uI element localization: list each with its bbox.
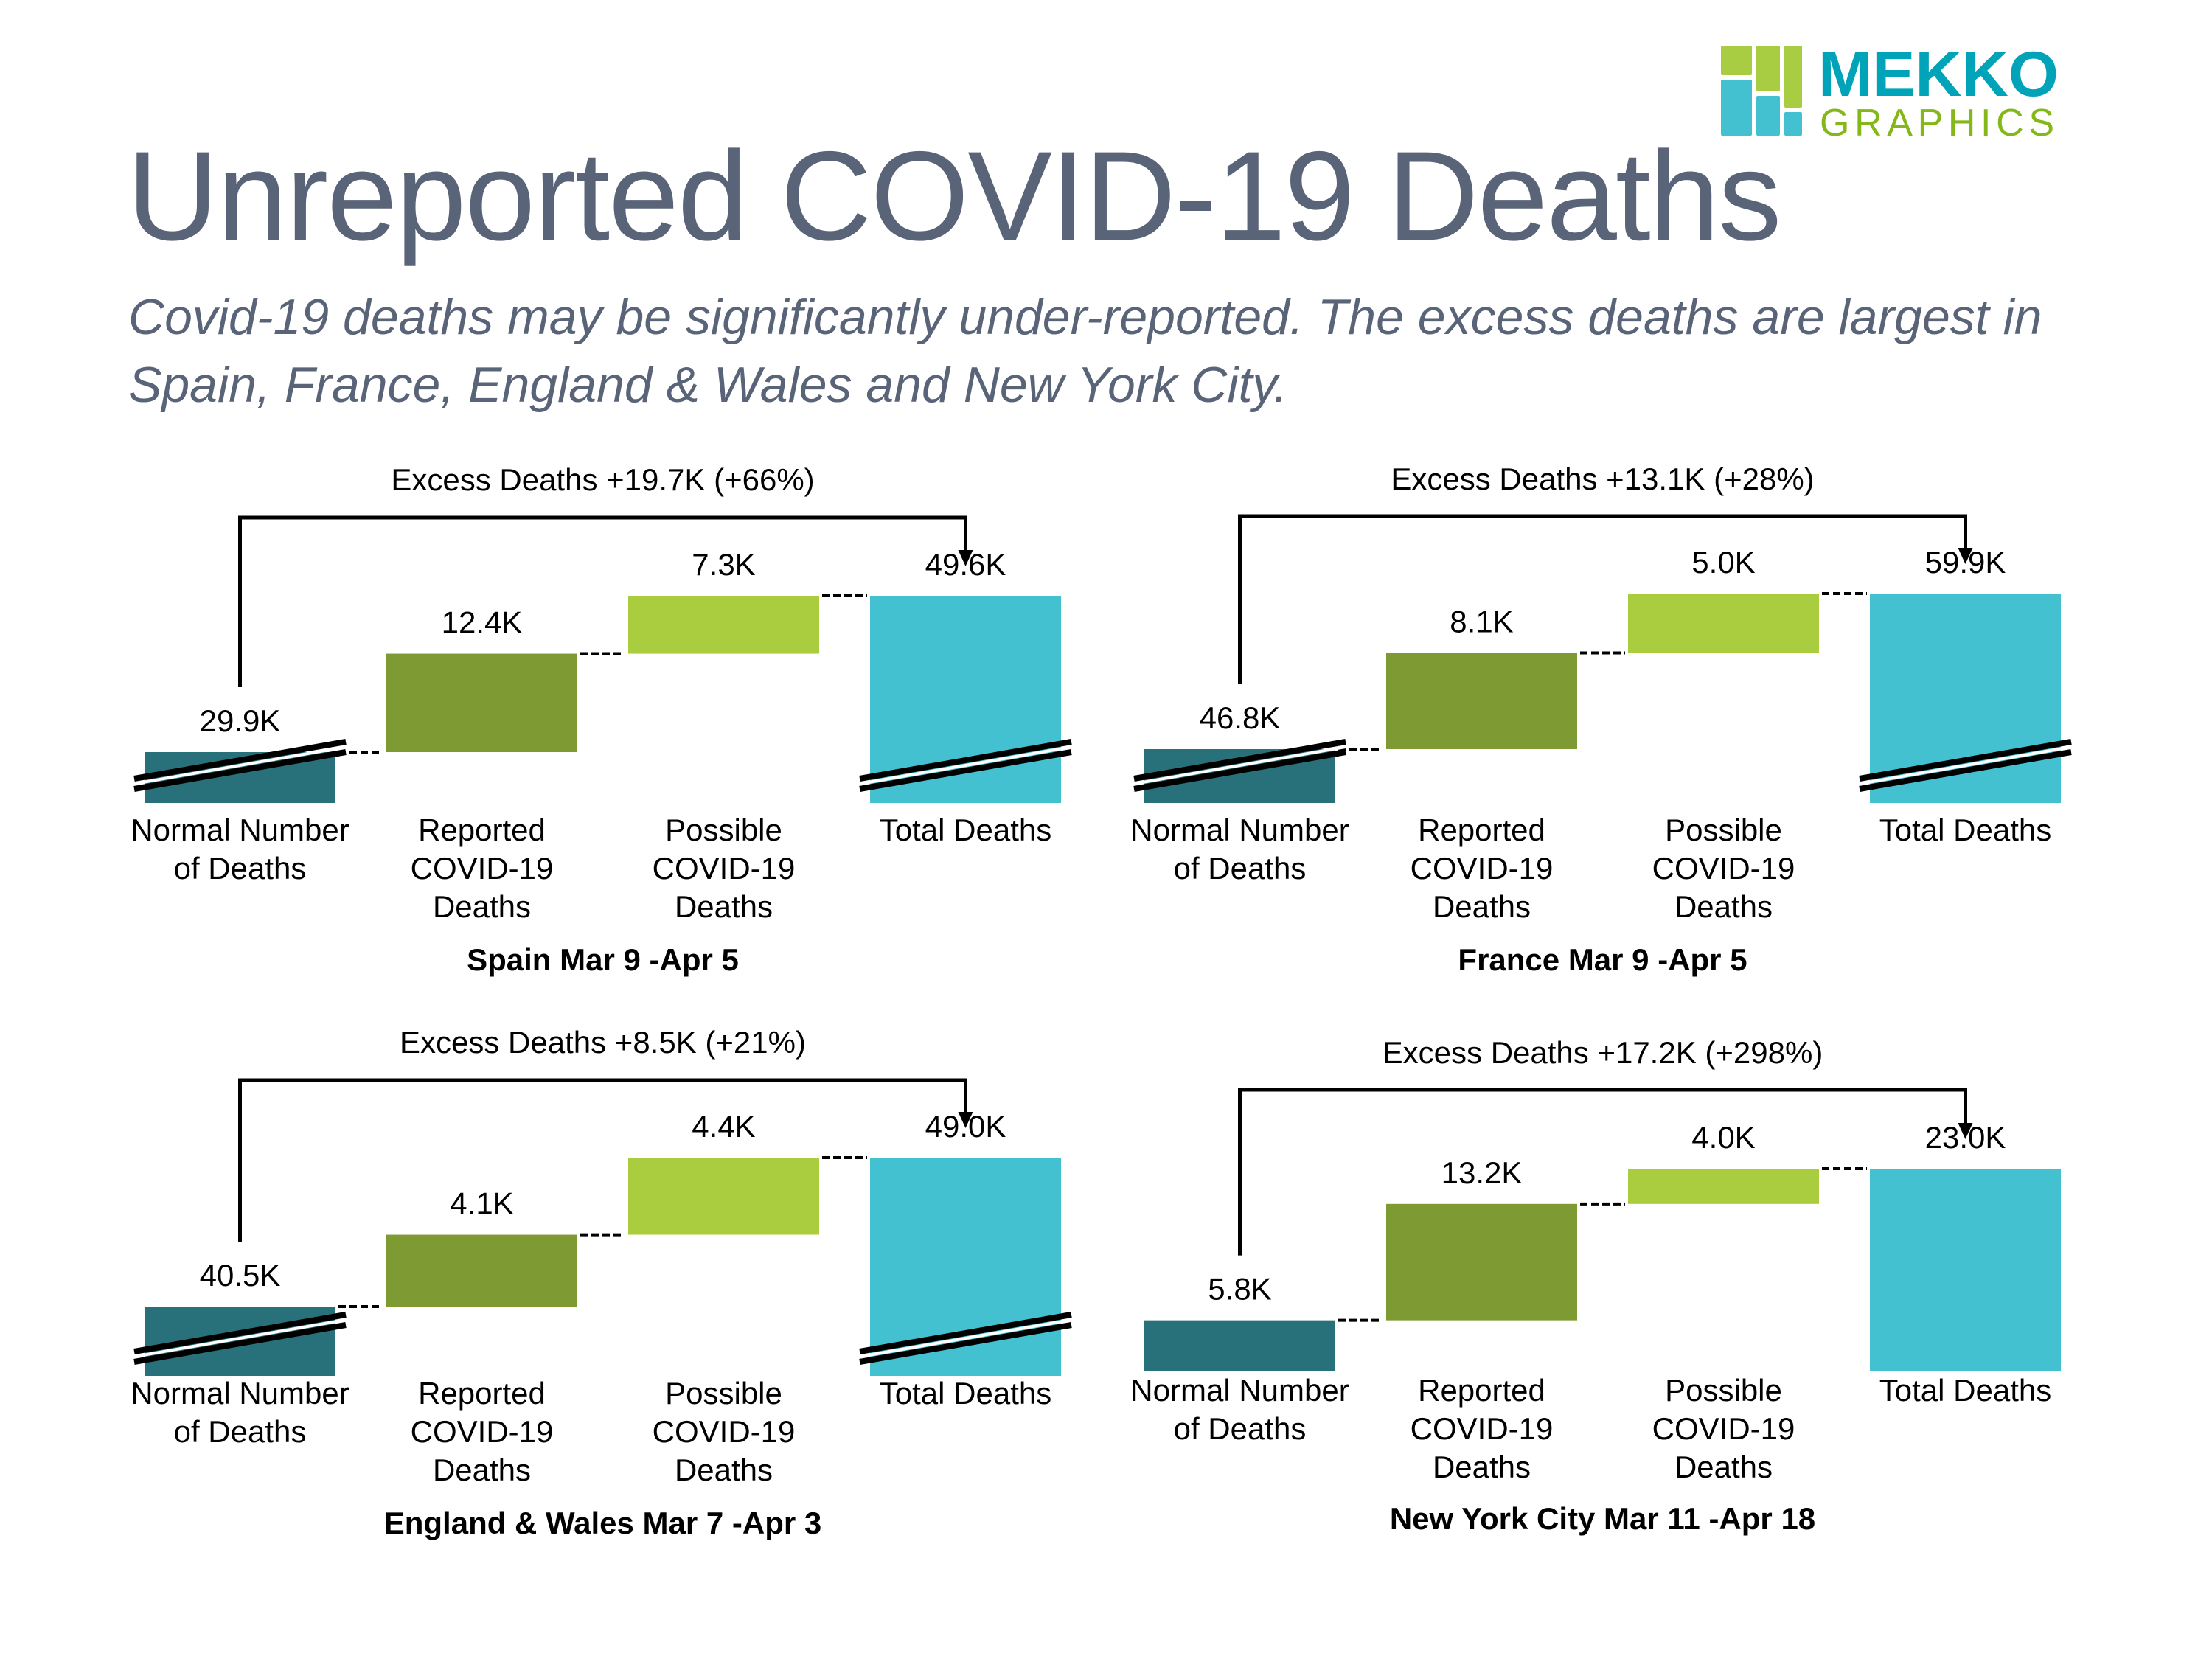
excess-deaths-arrow-icon bbox=[1238, 514, 1973, 684]
chart-title: New York City Mar 11 -Apr 18 bbox=[1390, 1501, 1815, 1536]
axis-break-icon bbox=[1133, 739, 1346, 792]
value-label: 12.4K bbox=[442, 605, 523, 640]
category-label: Possible COVID-19 Deaths bbox=[653, 1376, 796, 1487]
category-label: Total Deaths bbox=[1879, 813, 2051, 847]
category-label: Reported COVID-19 Deaths bbox=[411, 1376, 554, 1487]
category-label: Reported COVID-19 Deaths bbox=[1411, 1373, 1554, 1484]
excess-deaths-arrow-icon bbox=[238, 1078, 973, 1242]
axis-break-icon bbox=[133, 739, 347, 792]
category-label: Possible COVID-19 Deaths bbox=[1652, 1373, 1795, 1484]
excess-deaths-arrow-icon bbox=[1238, 1088, 1973, 1256]
category-label: Normal Number of Deaths bbox=[131, 813, 349, 886]
chart-title: France Mar 9 -Apr 5 bbox=[1458, 942, 1747, 977]
axis-break-icon bbox=[1859, 739, 2072, 792]
excess-deaths-annotation: Excess Deaths +13.1K (+28%) bbox=[1391, 462, 1814, 496]
bar-possible bbox=[1628, 1169, 1819, 1204]
value-label: 5.0K bbox=[1691, 545, 1755, 580]
category-label: Reported COVID-19 Deaths bbox=[411, 813, 554, 924]
value-label: 5.8K bbox=[1208, 1272, 1271, 1307]
axis-break-icon bbox=[133, 1312, 347, 1365]
bar-reported bbox=[386, 1234, 577, 1307]
excess-deaths-annotation: Excess Deaths +19.7K (+66%) bbox=[391, 462, 814, 497]
bar-total bbox=[1870, 1169, 2061, 1371]
category-label: Total Deaths bbox=[880, 813, 1051, 847]
logo-text-graphics: GRAPHICS bbox=[1820, 102, 2054, 145]
category-label: Normal Number of Deaths bbox=[131, 1376, 349, 1449]
page-subtitle: Covid-19 deaths may be significantly und… bbox=[128, 289, 2042, 413]
category-label: Reported COVID-19 Deaths bbox=[1411, 813, 1554, 924]
bar-reported bbox=[386, 653, 577, 752]
value-label: 4.1K bbox=[450, 1186, 513, 1221]
axis-break-icon bbox=[859, 739, 1072, 792]
bar-possible bbox=[1628, 594, 1819, 653]
excess-deaths-annotation: Excess Deaths +8.5K (+21%) bbox=[400, 1025, 806, 1060]
category-label: Possible COVID-19 Deaths bbox=[653, 813, 796, 924]
value-label: 29.9K bbox=[200, 703, 281, 738]
category-label: Total Deaths bbox=[1879, 1373, 2051, 1408]
category-label: Normal Number of Deaths bbox=[1130, 813, 1349, 886]
logo-text-mekko: MEKKO bbox=[1818, 43, 2059, 110]
excess-deaths-arrow-icon bbox=[238, 515, 973, 687]
chart-title: England & Wales Mar 7 -Apr 3 bbox=[384, 1506, 822, 1540]
page-title: Unreported COVID-19 Deaths bbox=[127, 125, 1781, 267]
category-label: Total Deaths bbox=[880, 1376, 1051, 1411]
logo-mark-icon bbox=[1721, 46, 1802, 136]
value-label: 13.2K bbox=[1441, 1155, 1523, 1190]
value-label: 7.3K bbox=[692, 547, 755, 582]
value-label: 40.5K bbox=[200, 1258, 281, 1293]
bar-reported bbox=[1386, 1203, 1577, 1321]
bar-possible bbox=[628, 1158, 819, 1235]
excess-deaths-annotation: Excess Deaths +17.2K (+298%) bbox=[1382, 1035, 1823, 1070]
category-label: Possible COVID-19 Deaths bbox=[1652, 813, 1795, 924]
axis-break-icon bbox=[859, 1312, 1072, 1365]
value-label: 8.1K bbox=[1450, 605, 1513, 639]
value-label: 4.4K bbox=[692, 1109, 755, 1144]
bar-normal bbox=[1144, 1320, 1335, 1371]
mekko-graphics-logo: MEKKO GRAPHICS bbox=[1721, 43, 2059, 145]
category-label: Normal Number of Deaths bbox=[1130, 1373, 1349, 1446]
bar-reported bbox=[1386, 653, 1577, 749]
value-label: 46.8K bbox=[1200, 700, 1281, 735]
bar-possible bbox=[628, 596, 819, 654]
value-label: 4.0K bbox=[1691, 1120, 1755, 1155]
waterfall-chart-2: 46.8K8.1K5.0K59.9KExcess Deaths +13.1K (… bbox=[1130, 462, 2072, 977]
chart-title: Spain Mar 9 -Apr 5 bbox=[467, 942, 739, 977]
